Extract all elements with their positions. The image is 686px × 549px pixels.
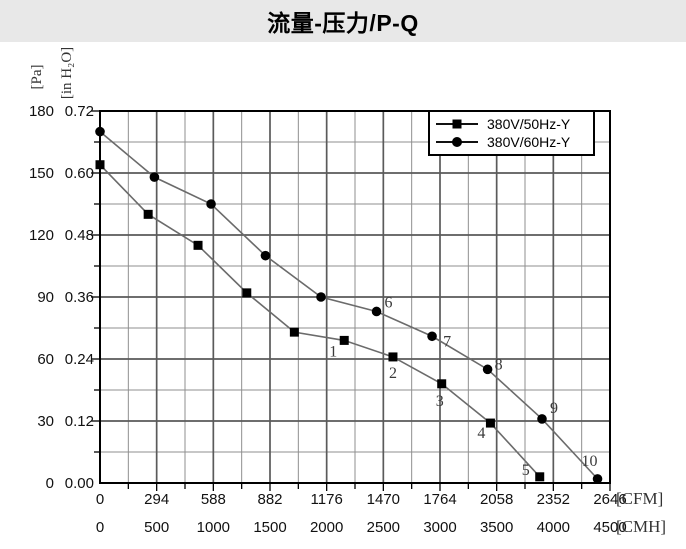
svg-text:2000: 2000 bbox=[310, 519, 343, 536]
svg-text:4: 4 bbox=[477, 425, 485, 442]
legend-label-60hz: 380V/60Hz-Y bbox=[487, 134, 571, 151]
legend-label-50hz: 380V/50Hz-Y bbox=[487, 115, 571, 132]
svg-text:1176: 1176 bbox=[311, 491, 343, 508]
svg-text:90: 90 bbox=[37, 289, 54, 306]
legend-line-50hz bbox=[436, 119, 478, 129]
grid-major bbox=[100, 111, 610, 483]
svg-text:0.48: 0.48 bbox=[65, 227, 94, 244]
y-tick-labels: 180 0.72 150 0.60 120 0.48 90 0.36 60 0.24 30 0.12 0… bbox=[29, 103, 94, 492]
series-line-50hz bbox=[99, 164, 541, 478]
svg-text:0.24: 0.24 bbox=[65, 351, 94, 368]
svg-text:6: 6 bbox=[385, 294, 393, 311]
svg-text:2352: 2352 bbox=[537, 491, 570, 508]
svg-text:8: 8 bbox=[495, 356, 503, 373]
svg-text:150: 150 bbox=[29, 165, 54, 182]
x-unit-cmh: [CMH] bbox=[616, 517, 666, 536]
svg-text:120: 120 bbox=[29, 227, 54, 244]
x-tick-labels: 0 294 588 882 1176 1470 1764 2058 2352 2646 0 500 10… bbox=[96, 491, 627, 536]
legend-item-60hz: 380V/60Hz-Y bbox=[436, 135, 587, 149]
svg-text:5: 5 bbox=[522, 462, 530, 479]
series-markers-60hz bbox=[95, 126, 603, 484]
svg-text:1470: 1470 bbox=[367, 491, 400, 508]
svg-text:1764: 1764 bbox=[423, 491, 456, 508]
svg-text:0.72: 0.72 bbox=[65, 103, 94, 120]
svg-text:0: 0 bbox=[46, 475, 54, 492]
svg-text:4500: 4500 bbox=[593, 519, 626, 536]
svg-text:588: 588 bbox=[201, 491, 226, 508]
svg-text:882: 882 bbox=[257, 491, 282, 508]
svg-text:0.36: 0.36 bbox=[65, 289, 94, 306]
svg-text:60: 60 bbox=[37, 351, 54, 368]
svg-text:7: 7 bbox=[443, 333, 451, 350]
y-unit-pa: [Pa] bbox=[29, 65, 45, 90]
svg-text:10: 10 bbox=[582, 453, 598, 470]
svg-text:2500: 2500 bbox=[367, 519, 400, 536]
svg-text:1500: 1500 bbox=[253, 519, 286, 536]
svg-text:3000: 3000 bbox=[423, 519, 456, 536]
svg-text:0: 0 bbox=[96, 519, 104, 536]
svg-text:0.00: 0.00 bbox=[65, 475, 94, 492]
series-line-60hz bbox=[99, 131, 599, 480]
svg-text:1: 1 bbox=[329, 343, 337, 360]
svg-text:0.60: 0.60 bbox=[65, 165, 94, 182]
svg-text:500: 500 bbox=[144, 519, 169, 536]
x-unit-cfm: [CFM] bbox=[616, 489, 663, 508]
y-unit-inh2o: [in H₂O] bbox=[59, 47, 75, 99]
svg-text:4000: 4000 bbox=[537, 519, 570, 536]
svg-text:3500: 3500 bbox=[480, 519, 513, 536]
title-bar: 流量-压力/P-Q bbox=[0, 0, 686, 42]
axis-ticks bbox=[91, 110, 611, 491]
circle-marker-icon bbox=[452, 137, 462, 148]
legend-line-60hz bbox=[436, 137, 478, 148]
svg-text:2646: 2646 bbox=[593, 491, 626, 508]
point-number-labels: 1 2 3 4 5 6 7 8 9 10 bbox=[329, 294, 597, 478]
svg-text:0: 0 bbox=[96, 491, 104, 508]
svg-text:30: 30 bbox=[37, 413, 54, 430]
svg-text:180: 180 bbox=[29, 103, 54, 120]
svg-text:1000: 1000 bbox=[197, 519, 230, 536]
chart-title: 流量-压力/P-Q bbox=[267, 10, 419, 36]
svg-text:9: 9 bbox=[550, 400, 558, 417]
svg-text:2058: 2058 bbox=[480, 491, 513, 508]
svg-text:2: 2 bbox=[389, 365, 397, 382]
svg-text:0.12: 0.12 bbox=[65, 413, 94, 430]
square-marker-icon bbox=[452, 119, 462, 129]
svg-text:294: 294 bbox=[144, 491, 169, 508]
series-markers-50hz bbox=[95, 160, 545, 482]
legend-item-50hz: 380V/50Hz-Y bbox=[436, 117, 587, 131]
svg-text:3: 3 bbox=[436, 393, 444, 410]
legend: 380V/50Hz-Y 380V/60Hz-Y bbox=[428, 110, 595, 156]
